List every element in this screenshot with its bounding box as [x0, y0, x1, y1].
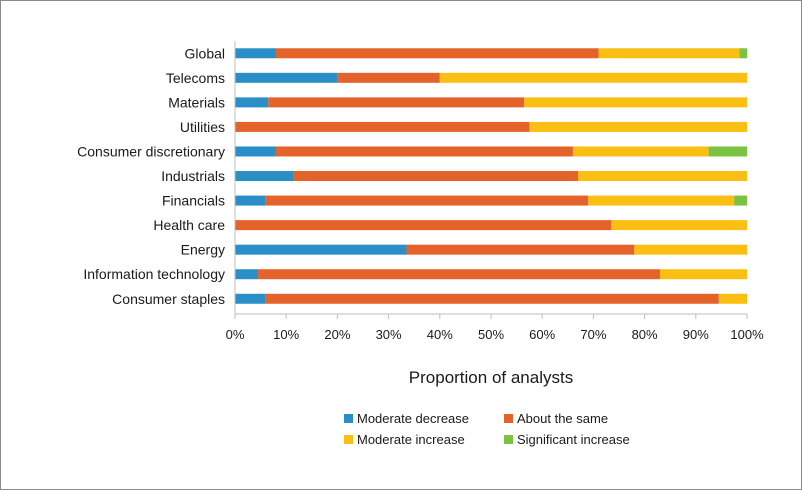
category-label: Industrials	[161, 168, 225, 184]
bar-segment	[293, 171, 579, 182]
legend-swatch	[344, 414, 353, 423]
legend-swatch	[504, 414, 513, 423]
category-label: Health care	[153, 217, 225, 233]
bar-segment	[598, 48, 740, 59]
bar-segment	[268, 97, 525, 108]
x-tick-label: 40%	[427, 327, 453, 342]
x-tick-label: 90%	[683, 327, 709, 342]
x-tick-label: 100%	[730, 327, 764, 342]
bar-segment	[572, 146, 709, 157]
x-tick-label: 50%	[478, 327, 504, 342]
x-tick-label: 20%	[324, 327, 350, 342]
bar-segment	[235, 244, 407, 255]
bar-segment	[235, 195, 266, 206]
category-label: Financials	[162, 193, 225, 209]
bar-segment	[275, 146, 573, 157]
category-label: Consumer staples	[112, 291, 225, 307]
bar-segment	[718, 293, 747, 304]
legend-label: Significant increase	[517, 432, 630, 447]
bar-segment	[529, 121, 747, 132]
category-label: Utilities	[180, 119, 225, 135]
bar-segment	[708, 146, 747, 157]
bar-segment	[578, 171, 747, 182]
bar-segment	[739, 48, 747, 59]
bar-segment	[258, 269, 660, 280]
category-label: Telecoms	[166, 70, 225, 86]
bar-segment	[406, 244, 635, 255]
legend-label: About the same	[517, 411, 608, 426]
bar-segment	[275, 48, 599, 59]
x-tick-label: 70%	[580, 327, 606, 342]
legend-label: Moderate increase	[357, 432, 465, 447]
bar-segment	[588, 195, 735, 206]
bar-segment	[524, 97, 747, 108]
legend-swatch	[344, 435, 353, 444]
bar-segment	[611, 220, 747, 231]
category-label: Consumer discretionary	[77, 143, 225, 159]
bar-segment	[235, 146, 276, 157]
bar-segment	[337, 72, 440, 83]
bar-segment	[659, 269, 747, 280]
x-tick-label: 60%	[529, 327, 555, 342]
bar-segment	[235, 269, 259, 280]
x-tick-label: 30%	[376, 327, 402, 342]
category-label: Information technology	[83, 266, 225, 282]
category-label: Global	[185, 45, 225, 61]
bar-segment	[734, 195, 747, 206]
bar-segment	[235, 171, 294, 182]
bar-segment	[235, 48, 276, 59]
legend-label: Moderate decrease	[357, 411, 469, 426]
x-tick-label: 0%	[226, 327, 245, 342]
x-tick-label: 10%	[273, 327, 299, 342]
legend-swatch	[504, 435, 513, 444]
x-tick-label: 80%	[632, 327, 658, 342]
bar-segment	[265, 293, 719, 304]
category-label: Materials	[168, 94, 225, 110]
bar-segment	[235, 220, 612, 231]
bar-segment	[265, 195, 589, 206]
bar-segment	[235, 293, 266, 304]
bar-segment	[235, 121, 530, 132]
x-axis-title: Proportion of analysts	[409, 368, 573, 387]
bar-segment	[235, 97, 269, 108]
bar-segment	[235, 72, 338, 83]
bar-segment	[634, 244, 747, 255]
bar-segment	[439, 72, 747, 83]
category-label: Energy	[181, 242, 225, 258]
